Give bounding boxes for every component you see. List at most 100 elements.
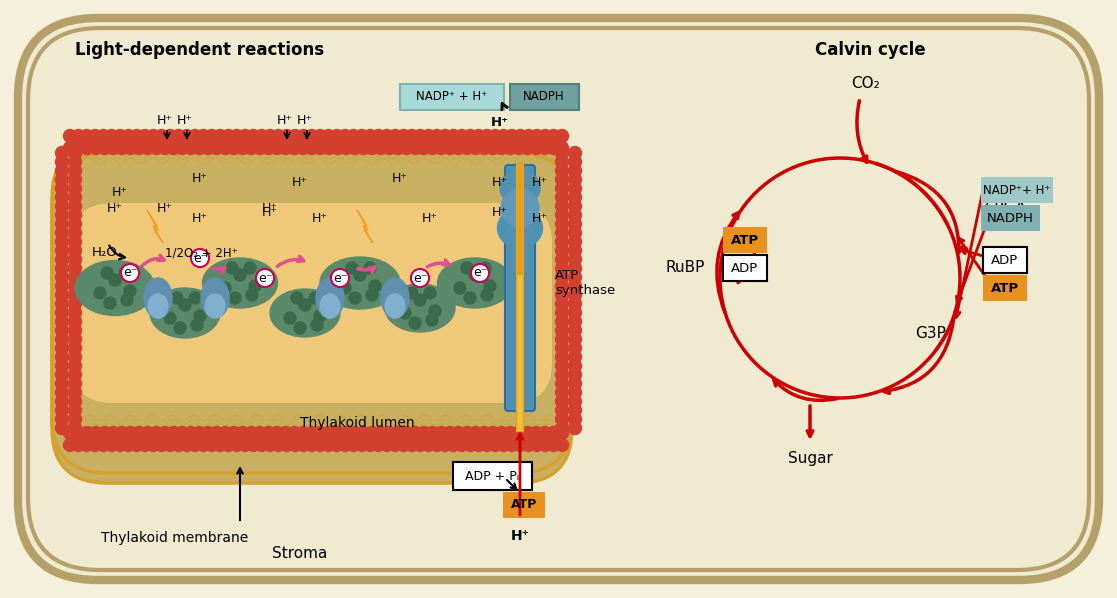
Circle shape — [246, 289, 258, 301]
Circle shape — [168, 426, 180, 440]
Text: e⁻: e⁻ — [333, 271, 347, 285]
Circle shape — [236, 426, 249, 440]
Circle shape — [56, 262, 68, 275]
Circle shape — [529, 426, 543, 440]
Circle shape — [222, 130, 235, 142]
Circle shape — [68, 386, 82, 399]
Circle shape — [569, 395, 582, 408]
Circle shape — [569, 359, 582, 373]
Circle shape — [443, 426, 456, 440]
Text: H⁺: H⁺ — [422, 212, 438, 224]
Circle shape — [280, 438, 294, 451]
Circle shape — [219, 426, 232, 440]
Circle shape — [262, 426, 275, 440]
Circle shape — [122, 130, 135, 142]
Circle shape — [56, 218, 68, 230]
Text: e⁻: e⁻ — [258, 271, 273, 285]
Circle shape — [555, 279, 569, 292]
Text: H⁺: H⁺ — [491, 176, 508, 190]
Circle shape — [89, 142, 103, 154]
Circle shape — [68, 350, 82, 364]
Circle shape — [228, 426, 240, 440]
Circle shape — [346, 262, 359, 274]
Circle shape — [270, 142, 284, 154]
Circle shape — [314, 130, 326, 142]
Text: e⁻: e⁻ — [472, 267, 487, 279]
Circle shape — [56, 413, 68, 426]
Circle shape — [569, 235, 582, 248]
Text: H⁺: H⁺ — [312, 212, 328, 224]
Circle shape — [80, 142, 94, 154]
Circle shape — [365, 426, 379, 440]
Circle shape — [141, 426, 154, 440]
Circle shape — [555, 438, 569, 451]
Circle shape — [555, 413, 569, 426]
Circle shape — [56, 147, 68, 160]
Text: Calvin cycle: Calvin cycle — [814, 41, 925, 59]
Circle shape — [171, 292, 183, 304]
Circle shape — [447, 130, 460, 142]
Text: H⁺: H⁺ — [392, 172, 408, 185]
Circle shape — [355, 130, 369, 142]
Circle shape — [56, 422, 68, 435]
Circle shape — [68, 279, 82, 292]
Circle shape — [529, 142, 543, 154]
Circle shape — [270, 426, 284, 440]
Circle shape — [486, 142, 499, 154]
Circle shape — [569, 368, 582, 382]
Circle shape — [305, 426, 318, 440]
Circle shape — [147, 130, 160, 142]
Circle shape — [347, 130, 360, 142]
Circle shape — [504, 426, 517, 440]
Circle shape — [389, 438, 402, 451]
Circle shape — [514, 130, 527, 142]
Circle shape — [115, 142, 128, 154]
Circle shape — [555, 244, 569, 257]
Circle shape — [229, 292, 241, 304]
Text: 1/2O₂ + 2H⁺: 1/2O₂ + 2H⁺ — [165, 246, 238, 260]
Circle shape — [68, 297, 82, 310]
Circle shape — [56, 288, 68, 301]
Circle shape — [569, 173, 582, 186]
Circle shape — [569, 386, 582, 399]
Circle shape — [555, 271, 569, 283]
FancyBboxPatch shape — [71, 203, 552, 403]
Circle shape — [184, 426, 198, 440]
Circle shape — [443, 142, 456, 154]
Circle shape — [280, 130, 294, 142]
Circle shape — [409, 142, 422, 154]
Circle shape — [56, 209, 68, 222]
Circle shape — [56, 253, 68, 266]
Circle shape — [115, 426, 128, 440]
Circle shape — [397, 438, 410, 451]
Circle shape — [391, 142, 404, 154]
Circle shape — [381, 130, 393, 142]
Circle shape — [357, 426, 370, 440]
Polygon shape — [147, 210, 163, 243]
Text: H⁺: H⁺ — [157, 114, 173, 127]
Circle shape — [97, 130, 109, 142]
Circle shape — [331, 438, 343, 451]
Polygon shape — [357, 210, 373, 243]
FancyBboxPatch shape — [505, 165, 535, 411]
Circle shape — [68, 288, 82, 301]
Circle shape — [68, 218, 82, 230]
Circle shape — [56, 297, 68, 310]
Circle shape — [547, 426, 560, 440]
Circle shape — [424, 287, 436, 299]
Circle shape — [435, 142, 448, 154]
Circle shape — [139, 438, 152, 451]
Circle shape — [56, 306, 68, 319]
Circle shape — [555, 226, 569, 239]
Circle shape — [56, 315, 68, 328]
Circle shape — [222, 438, 235, 451]
Circle shape — [479, 262, 491, 274]
Circle shape — [538, 426, 551, 440]
Circle shape — [323, 426, 335, 440]
Circle shape — [569, 377, 582, 390]
Circle shape — [569, 271, 582, 283]
Text: H⁺: H⁺ — [262, 202, 278, 215]
Circle shape — [88, 130, 102, 142]
Circle shape — [340, 426, 353, 440]
Circle shape — [569, 279, 582, 292]
